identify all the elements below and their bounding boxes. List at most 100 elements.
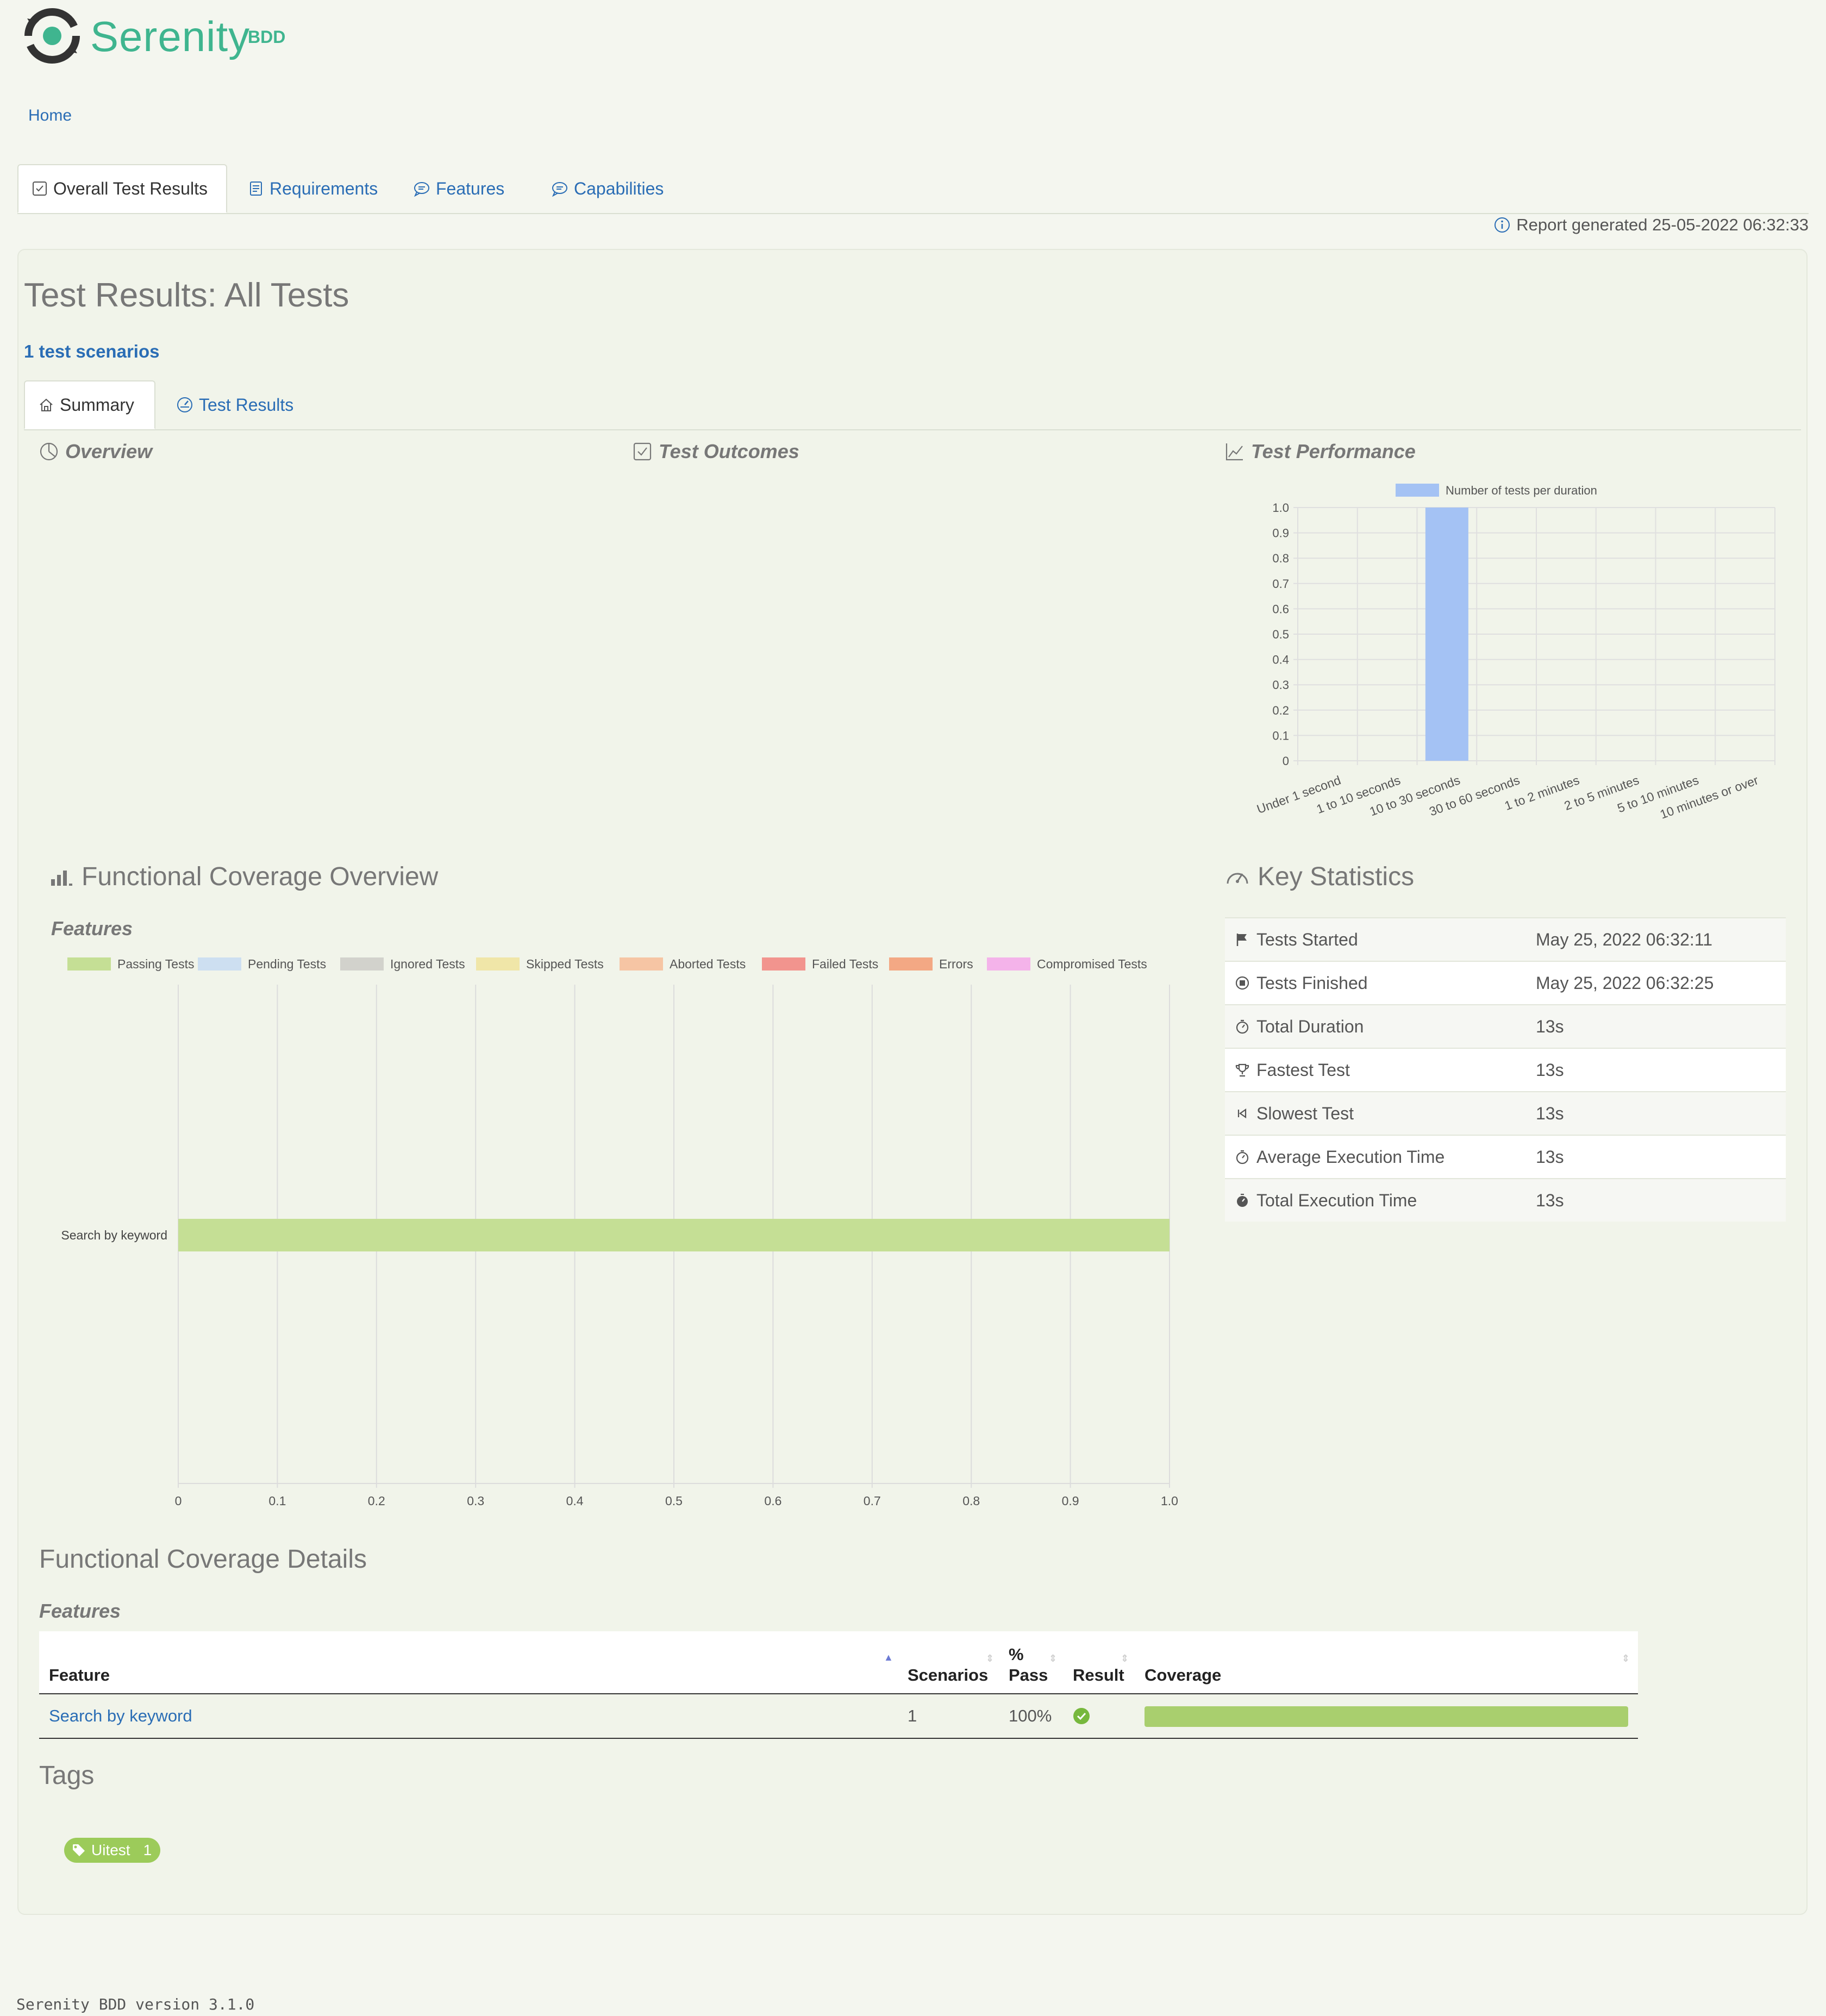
sort-icon[interactable]: ⇕ <box>1049 1653 1058 1664</box>
stat-row-slowest-test: Slowest Test 13s <box>1225 1091 1786 1135</box>
stat-label: Average Execution Time <box>1256 1147 1445 1167</box>
sort-icon[interactable]: ⇕ <box>1622 1653 1630 1664</box>
stat-label: Total Duration <box>1256 1016 1364 1036</box>
report-generated-text: Report generated 25-05-2022 06:32:33 <box>1516 215 1809 234</box>
key-statistics-heading: Key Statistics <box>1225 862 1414 892</box>
stop-circle-icon <box>1235 976 1249 990</box>
legend-swatch <box>340 957 384 971</box>
legend-item: Passing Tests <box>67 957 194 971</box>
sort-icon[interactable]: ⇕ <box>1121 1653 1129 1664</box>
breadcrumb-home[interactable]: Home <box>28 107 72 124</box>
feature-link[interactable]: Search by keyword <box>49 1706 192 1725</box>
stat-label: Total Execution Time <box>1256 1190 1417 1210</box>
x-tick-label: 0.8 <box>962 1494 980 1508</box>
y-tick-label: 0.7 <box>1272 577 1289 591</box>
bar <box>1425 508 1468 761</box>
column-header-pass-line1: % <box>1009 1645 1024 1664</box>
y-tick-label: 0.9 <box>1272 527 1289 540</box>
overview-heading-text: Overview <box>65 440 153 462</box>
trophy-icon <box>1235 1063 1249 1077</box>
legend-swatch <box>987 957 1030 971</box>
dashboard-icon <box>177 397 192 412</box>
tab-overall-test-results[interactable]: Overall Test Results <box>17 164 227 213</box>
checkbox-icon <box>633 442 652 461</box>
column-header-feature[interactable]: Feature <box>49 1666 110 1685</box>
tab-requirements[interactable]: Requirements <box>235 164 391 213</box>
column-header-pass[interactable]: % Pass <box>1009 1644 1048 1686</box>
x-tick-label: 10 minutes or over <box>1658 773 1760 822</box>
bar-chart-icon <box>51 870 72 886</box>
legend-item: Pending Tests <box>198 957 326 971</box>
skip-back-icon <box>1237 1108 1247 1119</box>
info-icon <box>1494 217 1510 233</box>
tab-label: Test Results <box>199 395 294 415</box>
sort-icon[interactable]: ⇕ <box>986 1653 995 1664</box>
legend-swatch <box>1396 484 1439 497</box>
test-performance-chart: Number of tests per duration 1.0 0.9 0.8 0.7… <box>1255 484 1775 822</box>
features-subheading: Features <box>51 917 133 940</box>
stat-row-tests-started: Tests Started May 25, 2022 06:32:11 <box>1225 917 1786 961</box>
speedometer-icon <box>1227 873 1248 884</box>
y-tick-label: 0.2 <box>1272 704 1289 717</box>
column-header-coverage[interactable]: Coverage <box>1145 1666 1222 1685</box>
column-header-result[interactable]: Result <box>1073 1666 1124 1685</box>
y-tick-label: 1.0 <box>1272 501 1289 515</box>
y-tick-label: 0.1 <box>1272 729 1289 742</box>
document-icon <box>250 181 262 196</box>
tab-label: Summary <box>60 395 134 415</box>
legend-label: Aborted Tests <box>670 957 746 971</box>
coverage-table: Feature ▲ Scenarios ⇕ % Pass ⇕ Result ⇕ … <box>39 1631 1638 1739</box>
tag-icon <box>73 1844 85 1856</box>
footer-version: Serenity BDD version 3.1.0 <box>16 1995 255 2013</box>
stat-row-total-duration: Total Duration 13s <box>1225 1004 1786 1048</box>
coverage-bar <box>1145 1706 1628 1727</box>
overview-heading: Overview <box>39 440 152 463</box>
stat-row-total-execution-time: Total Execution Time 13s <box>1225 1178 1786 1222</box>
tab-features[interactable]: Features <box>400 164 517 213</box>
home-icon <box>40 398 53 411</box>
page-title: Test Results: All Tests <box>24 277 349 314</box>
tab-test-results[interactable]: Test Results <box>163 380 307 429</box>
tab-label: Capabilities <box>574 178 664 198</box>
y-tick-label: 0.6 <box>1272 602 1289 616</box>
x-tick-label: 0.1 <box>268 1494 286 1508</box>
test-performance-heading: Test Performance <box>1225 440 1416 463</box>
sub-tabs: Summary Test Results <box>24 380 1801 430</box>
table-row: Search by keyword 1 100% <box>39 1694 1638 1739</box>
functional-coverage-chart: Passing Tests Pending Tests Ignored Tests S… <box>61 957 1178 1508</box>
legend-label: Failed Tests <box>812 957 878 971</box>
legend-swatch <box>198 957 241 971</box>
legend-label: Ignored Tests <box>390 957 465 971</box>
legend-swatch <box>762 957 805 971</box>
main-tabs: Overall Test Results Requirements Featur… <box>17 164 1809 214</box>
stat-row-tests-finished: Tests Finished May 25, 2022 06:32:25 <box>1225 961 1786 1004</box>
x-tick-label: 1.0 <box>1161 1494 1178 1508</box>
tab-label: Features <box>436 178 505 198</box>
test-performance-heading-text: Test Performance <box>1251 440 1416 462</box>
tags-heading: Tags <box>39 1761 95 1790</box>
legend-item: Compromised Tests <box>987 957 1147 971</box>
tag-uitest[interactable]: Uitest 1 <box>64 1838 161 1863</box>
stat-value: May 25, 2022 06:32:25 <box>1536 973 1714 993</box>
column-header-pass-line2: Pass <box>1009 1666 1048 1685</box>
legend: Number of tests per duration <box>1396 484 1597 497</box>
tab-summary[interactable]: Summary <box>24 380 155 429</box>
stat-label: Slowest Test <box>1256 1103 1354 1123</box>
stat-value: 13s <box>1536 1016 1564 1036</box>
coverage-bar-fill <box>1145 1706 1628 1727</box>
brand-suffix: BDD <box>248 27 286 47</box>
tab-capabilities[interactable]: Capabilities <box>538 164 677 213</box>
legend-swatch <box>889 957 933 971</box>
stat-value: May 25, 2022 06:32:11 <box>1536 929 1712 949</box>
x-tick-label: 0 <box>175 1494 182 1508</box>
sort-asc-icon[interactable]: ▲ <box>884 1652 893 1663</box>
tag-name: Uitest <box>91 1842 130 1858</box>
x-tick-label: 0.7 <box>864 1494 881 1508</box>
stat-label: Tests Started <box>1256 929 1358 949</box>
key-statistics-text: Key Statistics <box>1258 862 1415 891</box>
column-header-scenarios[interactable]: Scenarios <box>908 1666 989 1685</box>
stat-row-fastest-test: Fastest Test 13s <box>1225 1048 1786 1091</box>
legend-label: Passing Tests <box>117 957 194 971</box>
y-tick-label: 0 <box>1283 754 1289 768</box>
stopwatch-icon <box>1236 1019 1249 1034</box>
